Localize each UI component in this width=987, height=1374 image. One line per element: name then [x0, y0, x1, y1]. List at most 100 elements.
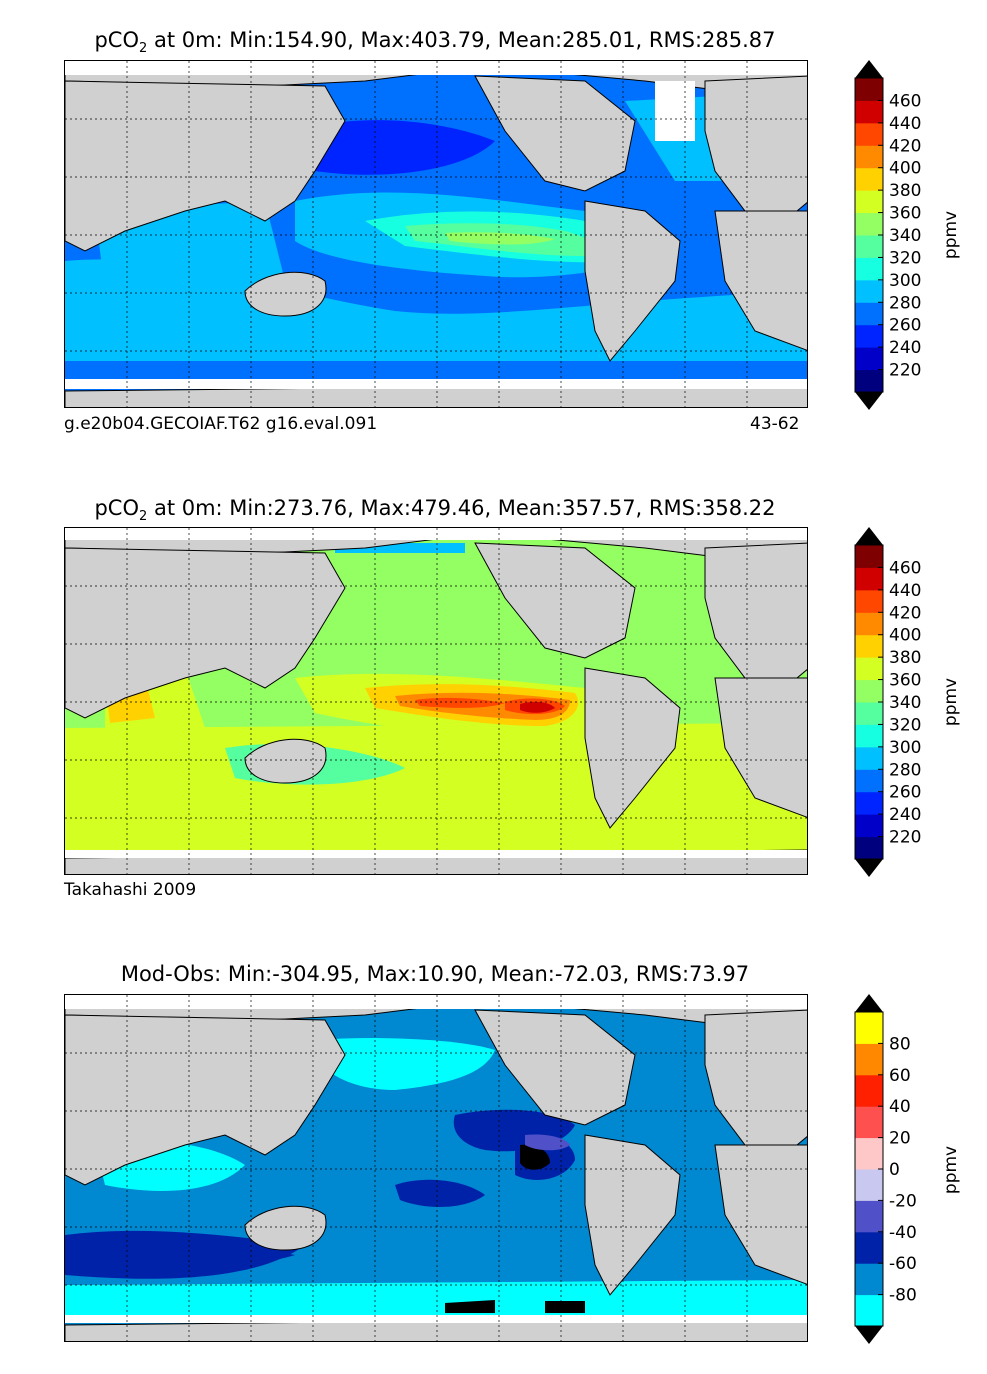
colorbar-segment	[855, 1169, 883, 1201]
colorbar-segment	[855, 324, 883, 348]
colorbar-segment	[855, 167, 883, 191]
colorbar-tick-label: 320	[889, 248, 921, 268]
caption-left: Takahashi 2009	[64, 880, 197, 900]
colorbar-extend-max	[855, 527, 883, 545]
map-svg	[65, 528, 807, 874]
colorbar-tick-label: -60	[889, 1254, 917, 1274]
panel-title: pCO2 at 0m: Min:154.90, Max:403.79, Mean…	[0, 28, 870, 56]
colorbar-tick-label: 380	[889, 648, 921, 668]
colorbar-svg: 80 60 40 20 0 -20 -40 -60 -80	[854, 994, 917, 1344]
colorbar-tick-label: 300	[889, 738, 921, 758]
masked-cells	[65, 528, 807, 858]
colorbar-extend-min	[855, 859, 883, 877]
colorbar-tick-label: 0	[889, 1160, 900, 1180]
colorbar-unit-label: ppmv	[941, 1145, 962, 1195]
colorbar-tick-label: 440	[889, 581, 921, 601]
title-subscript: 2	[139, 509, 148, 525]
colorbar-segment	[855, 836, 883, 860]
colorbar-segment	[855, 279, 883, 303]
colorbar-unit-label: ppmv	[941, 677, 962, 727]
colorbar-tick-label: 240	[889, 338, 921, 358]
panel-title: Mod-Obs: Min:-304.95, Max:10.90, Mean:-7…	[0, 962, 870, 986]
colorbar-segment	[855, 545, 883, 568]
colorbar-extend-max	[855, 994, 883, 1012]
colorbar-tick-label: 260	[889, 783, 921, 803]
colorbar-segment	[855, 1106, 883, 1139]
land-masses	[65, 995, 807, 1341]
colorbar-segment	[855, 1294, 883, 1327]
title-stats: at 0m: Min:273.76, Max:479.46, Mean:357.…	[147, 496, 776, 520]
colorbar-extend-min	[855, 1326, 883, 1344]
title-variable: pCO	[94, 496, 139, 520]
colorbar-segment	[855, 369, 883, 393]
colorbar-segment	[855, 612, 883, 636]
colorbar-tick-label: 460	[889, 558, 921, 578]
map-svg	[65, 995, 807, 1341]
colorbar-segment	[855, 724, 883, 748]
title-subscript: 2	[139, 41, 148, 57]
colorbar-tick-label: 360	[889, 671, 921, 691]
colorbar-segment	[855, 1074, 883, 1107]
colorbar-tick-label: 40	[889, 1097, 911, 1117]
colorbar-segment	[855, 657, 883, 681]
masked-cells	[65, 61, 807, 389]
colorbar-tick-label: 300	[889, 271, 921, 291]
masked-cells	[65, 995, 807, 1323]
colorbar-tick-label: 280	[889, 760, 921, 780]
colorbar-segment	[855, 190, 883, 214]
colorbar-segment	[855, 679, 883, 703]
colorbar-tick-label: 380	[889, 181, 921, 201]
colorbar-segment	[855, 589, 883, 613]
colorbar-segment	[855, 347, 883, 371]
grid-lines	[65, 995, 807, 1341]
colorbar-tick-label: 440	[889, 114, 921, 134]
colorbar-segment	[855, 634, 883, 658]
colorbar-segment	[855, 122, 883, 146]
colorbar-tick-label: 360	[889, 204, 921, 224]
colorbar-tick-label: 320	[889, 715, 921, 735]
map-plot	[64, 527, 808, 875]
colorbar: 460 440 420 400 380 360 340 320 300 280 260 240 220	[854, 60, 921, 410]
colorbar-segment	[855, 212, 883, 236]
colorbar-tick-label: -20	[889, 1191, 917, 1211]
colorbar-unit-label: ppmv	[941, 210, 962, 260]
grid-lines	[65, 528, 807, 874]
colorbar-segment	[855, 1200, 883, 1233]
grid-lines	[65, 61, 807, 407]
caption-left: g.e20b04.GECOIAF.T62 g16.eval.091	[64, 414, 378, 434]
colorbar-tick-label: 340	[889, 226, 921, 246]
colorbar-tick-label: -40	[889, 1223, 917, 1243]
title-stats: at 0m: Min:154.90, Max:403.79, Mean:285.…	[147, 28, 776, 52]
colorbar-segment	[855, 302, 883, 326]
colorbar-segment	[855, 1012, 883, 1044]
title-variable: Mod-Obs	[120, 962, 215, 986]
colorbar-segment	[855, 567, 883, 591]
colorbar-segment	[855, 145, 883, 169]
colorbar-tick-label: 220	[889, 828, 921, 848]
colorbar-tick-label: 260	[889, 316, 921, 336]
colorbar-tick-label: 240	[889, 805, 921, 825]
colorbar-tick-label: 60	[889, 1066, 911, 1086]
colorbar-segment	[855, 746, 883, 770]
colorbar-segment	[855, 769, 883, 793]
map-plot	[64, 994, 808, 1342]
colorbar-extend-min	[855, 392, 883, 410]
colorbar-tick-label: 80	[889, 1034, 911, 1054]
colorbar: 80 60 40 20 0 -20 -40 -60 -80	[854, 994, 917, 1344]
colorbar-segment	[855, 702, 883, 725]
colorbar-tick-label: 20	[889, 1129, 911, 1149]
title-stats: : Min:-304.95, Max:10.90, Mean:-72.03, R…	[214, 962, 750, 986]
panel-title: pCO2 at 0m: Min:273.76, Max:479.46, Mean…	[0, 496, 870, 524]
colorbar-segment	[855, 257, 883, 281]
colorbar-segment	[855, 791, 883, 815]
colorbar-tick-label: -80	[889, 1286, 917, 1306]
colorbar: 460 440 420 400 380 360 340 320 300 280 260 240 220	[854, 527, 921, 877]
colorbar-extend-max	[855, 60, 883, 78]
colorbar-tick-label: 420	[889, 136, 921, 156]
colorbar-segment	[855, 235, 883, 258]
map-svg	[65, 61, 807, 407]
colorbar-tick-label: 460	[889, 91, 921, 111]
map-plot	[64, 60, 808, 408]
